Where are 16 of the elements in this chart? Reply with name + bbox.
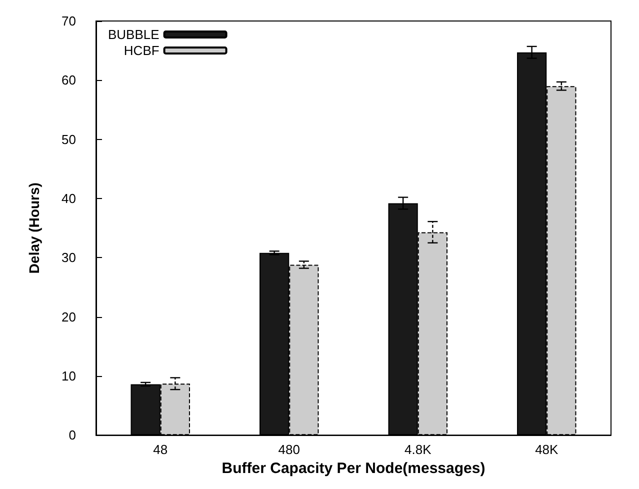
y-tick-label: 60: [62, 72, 76, 88]
legend-label: HCBF: [124, 43, 160, 58]
x-tick-label: 480: [278, 442, 300, 458]
x-axis-title: Buffer Capacity Per Node(messages): [222, 460, 486, 477]
legend-label: BUBBLE: [108, 27, 160, 42]
x-tick-label: 4.8K: [404, 442, 432, 458]
x-tick-label: 48K: [535, 442, 559, 458]
y-tick-label: 20: [62, 309, 76, 324]
y-tick-label: 70: [62, 14, 76, 28]
x-tick-label: 48: [153, 442, 168, 458]
y-tick-label: 40: [62, 190, 76, 206]
y-tick-label: 50: [62, 132, 76, 147]
y-tick-label: 0: [68, 428, 76, 443]
y-tick-label: 30: [62, 250, 76, 266]
y-tick-label: 10: [62, 368, 76, 384]
y-axis-title: Delay (Hours): [26, 182, 42, 274]
